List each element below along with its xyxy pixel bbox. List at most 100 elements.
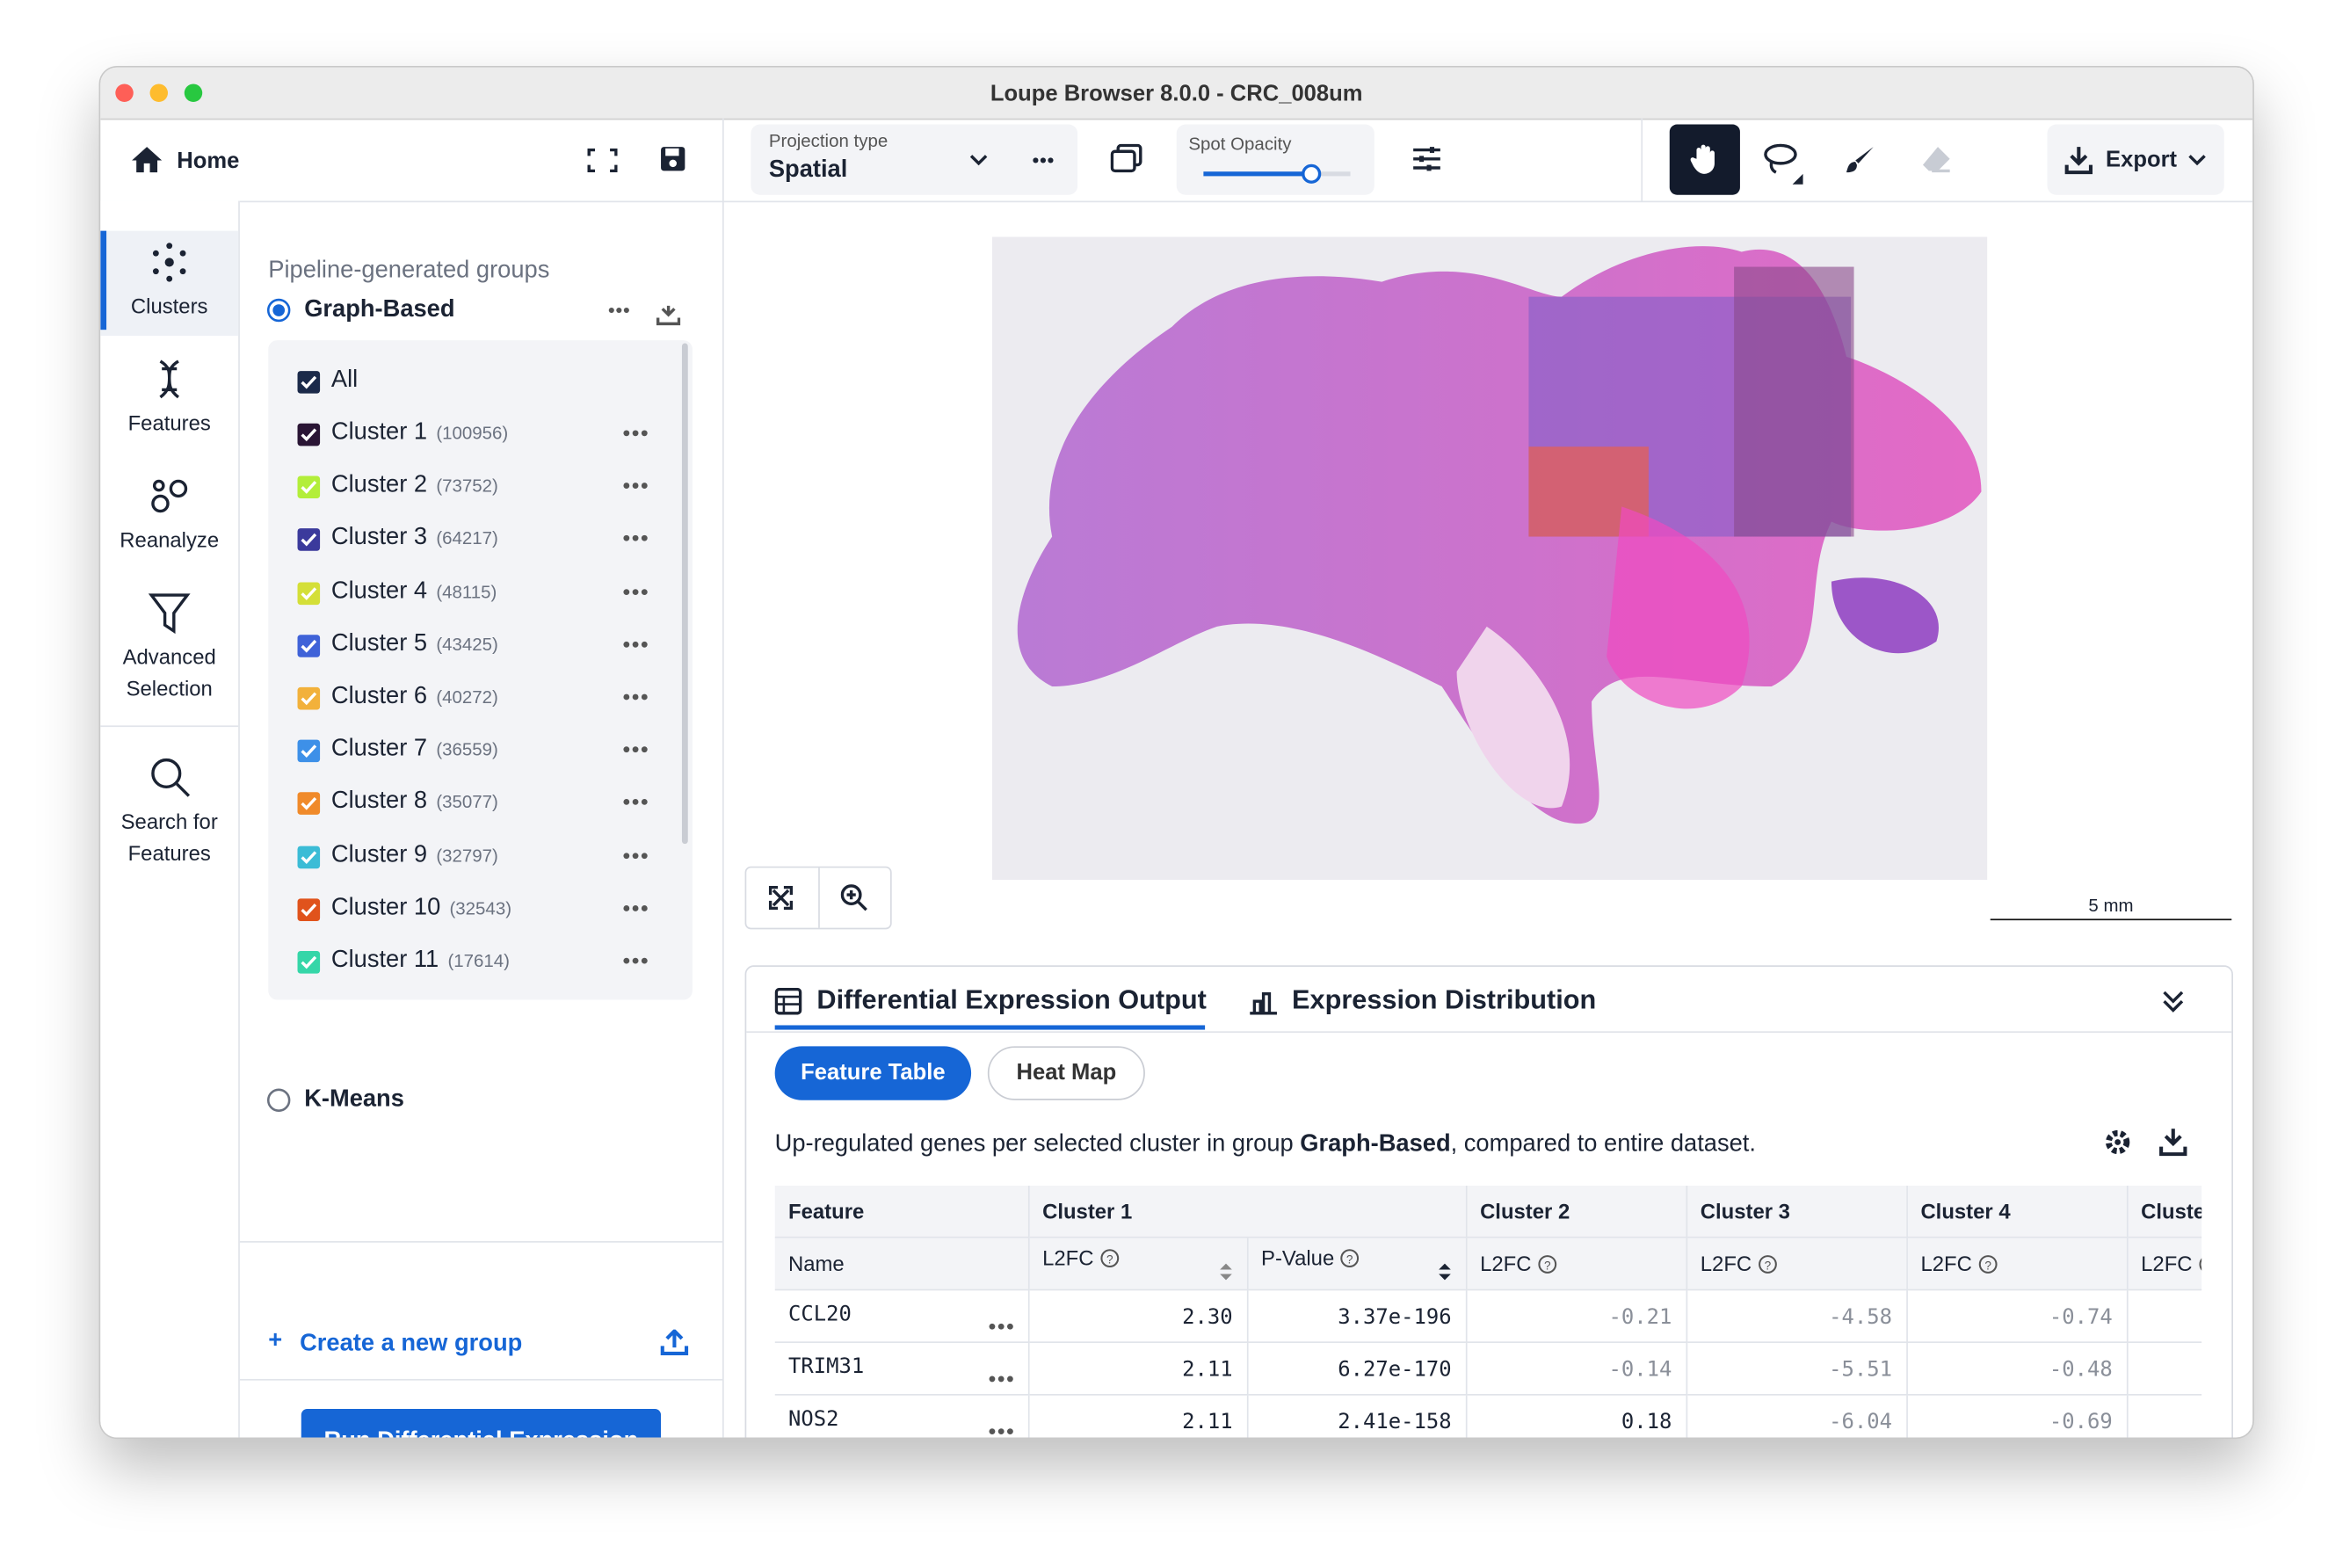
checkbox[interactable] [297, 845, 321, 868]
nav-item[interactable]: Advanced Selection [100, 582, 238, 726]
svg-text:?: ? [1346, 1253, 1353, 1267]
checkbox[interactable] [297, 634, 321, 657]
zoom-icon[interactable] [840, 884, 868, 911]
group-header: Cluster 2 [1465, 1185, 1687, 1238]
checkbox[interactable] [297, 528, 321, 552]
nav-label: Clusters [130, 294, 208, 318]
cluster-menu[interactable] [622, 429, 649, 438]
column-header: L2FC? [2126, 1237, 2202, 1291]
layers-icon[interactable] [1110, 143, 1144, 174]
cell-value: -0.21 [1608, 1304, 1672, 1329]
column-name: L2FC [1042, 1245, 1094, 1270]
save-icon[interactable] [659, 145, 686, 172]
cluster-name: Cluster 1 [330, 419, 428, 446]
create-group[interactable]: Create a new group [300, 1331, 523, 1357]
settings-icon[interactable] [1411, 145, 1441, 172]
description-text: , compared to entire dataset. [1450, 1131, 1756, 1158]
checkbox[interactable] [297, 423, 321, 446]
help-icon: ? [1340, 1249, 1360, 1268]
run-de-button[interactable]: Run Differential Expression [301, 1409, 662, 1438]
distribution-icon [1250, 991, 1277, 1015]
home-label[interactable]: Home [177, 148, 240, 174]
table-icon [774, 987, 802, 1015]
column-header: L2FC? [1027, 1237, 1248, 1291]
fullscreen-icon[interactable] [587, 148, 618, 173]
row-menu[interactable] [987, 1322, 1014, 1331]
cluster-menu[interactable] [622, 745, 649, 754]
cluster-menu[interactable] [622, 798, 649, 807]
tab[interactable]: Expression Distribution [1292, 984, 1597, 1015]
window-controls[interactable] [112, 83, 208, 104]
checkbox[interactable] [297, 475, 321, 499]
checkbox[interactable] [297, 581, 321, 605]
column-header: L2FC? [1465, 1237, 1687, 1291]
upload-icon[interactable] [659, 1329, 689, 1357]
sort-icon[interactable] [1218, 1262, 1233, 1281]
subtab-active[interactable]: Feature Table [774, 1046, 972, 1100]
checkbox[interactable] [297, 950, 321, 974]
feature-table: Feature Cluster 1 Cluster 2 Cluster 3 Cluste… [774, 1185, 2202, 1438]
tab[interactable]: Differential Expression Output [816, 984, 1207, 1015]
help-icon: ? [1099, 1249, 1119, 1268]
cluster-label: Cluster 1 (100956) [331, 420, 508, 447]
feature-name: CCL20 [788, 1302, 852, 1327]
cluster-menu[interactable] [622, 904, 649, 912]
cluster-name: Cluster 10 [330, 894, 441, 920]
description: Up-regulated genes per selected cluster … [775, 1132, 1756, 1159]
fit-icon[interactable] [768, 885, 794, 911]
nav-item[interactable]: Clusters [100, 230, 239, 337]
cell-value: -5.51 [1829, 1357, 1893, 1382]
cluster-menu[interactable] [622, 587, 649, 596]
cluster-menu[interactable] [622, 640, 649, 649]
cluster-label: Cluster 7 (36559) [331, 737, 498, 764]
cluster-count: (43425) [436, 634, 498, 655]
nav-item[interactable]: Search for Features [100, 746, 238, 865]
table-actions[interactable] [2104, 1129, 2200, 1158]
tissue-image[interactable] [991, 236, 1988, 881]
kmeans-radio[interactable] [266, 1088, 291, 1112]
cluster-menu[interactable] [622, 851, 649, 860]
export-button[interactable]: Export [2047, 124, 2224, 195]
opacity-control[interactable]: Spot Opacity [1176, 124, 1374, 195]
cell-value: 2.11 [1182, 1357, 1233, 1382]
collapse-icon[interactable] [2161, 990, 2185, 1013]
cluster-menu[interactable] [622, 482, 649, 490]
group-header: Cluster 1 [1027, 1185, 1467, 1238]
checkbox[interactable] [297, 370, 321, 394]
nav-item[interactable]: Features [100, 348, 238, 453]
home-icon[interactable] [130, 144, 163, 174]
group-header: Feature [774, 1185, 1029, 1238]
graph-based-radio[interactable] [266, 298, 291, 323]
graph-based-label[interactable]: Graph-Based [304, 296, 455, 323]
kmeans-label[interactable]: K-Means [304, 1086, 404, 1113]
cluster-menu[interactable] [622, 693, 649, 701]
table-row: TRIM31 2.11 6.27e-170 -0.14 -5.51 -0.48 [774, 1342, 2202, 1396]
cluster-label: Cluster 4 (48115) [331, 578, 497, 606]
sort-icon[interactable] [1437, 1262, 1452, 1281]
nav-item[interactable]: Reanalyze [100, 465, 238, 570]
checkbox[interactable] [297, 792, 321, 816]
table-cell: 2.41e-158 [1246, 1394, 1467, 1438]
eraser-tool[interactable] [1920, 144, 1954, 174]
checkbox[interactable] [297, 739, 321, 763]
group-actions[interactable] [608, 305, 681, 336]
subtab[interactable]: Heat Map [987, 1046, 1145, 1100]
row-menu[interactable] [987, 1427, 1014, 1436]
lasso-tool[interactable] [1761, 141, 1810, 185]
pan-tool[interactable] [1669, 124, 1740, 195]
create-group-plus[interactable]: + [268, 1327, 283, 1354]
brush-tool[interactable] [1844, 144, 1877, 178]
projection-select[interactable]: Projection type Spatial [751, 124, 1078, 195]
row-menu[interactable] [987, 1375, 1014, 1383]
nav-label: Search for Features [120, 809, 218, 865]
nav-label: Advanced Selection [122, 644, 216, 701]
cluster-menu[interactable] [622, 534, 649, 543]
cluster-menu[interactable] [622, 956, 649, 965]
checkbox[interactable] [297, 686, 321, 710]
checkbox[interactable] [297, 897, 321, 921]
nav-active-indicator [100, 230, 107, 330]
feature-table-wrap: Feature Cluster 1 Cluster 2 Cluster 3 Cluste… [774, 1185, 2202, 1438]
help-icon: ? [2199, 1258, 2202, 1271]
